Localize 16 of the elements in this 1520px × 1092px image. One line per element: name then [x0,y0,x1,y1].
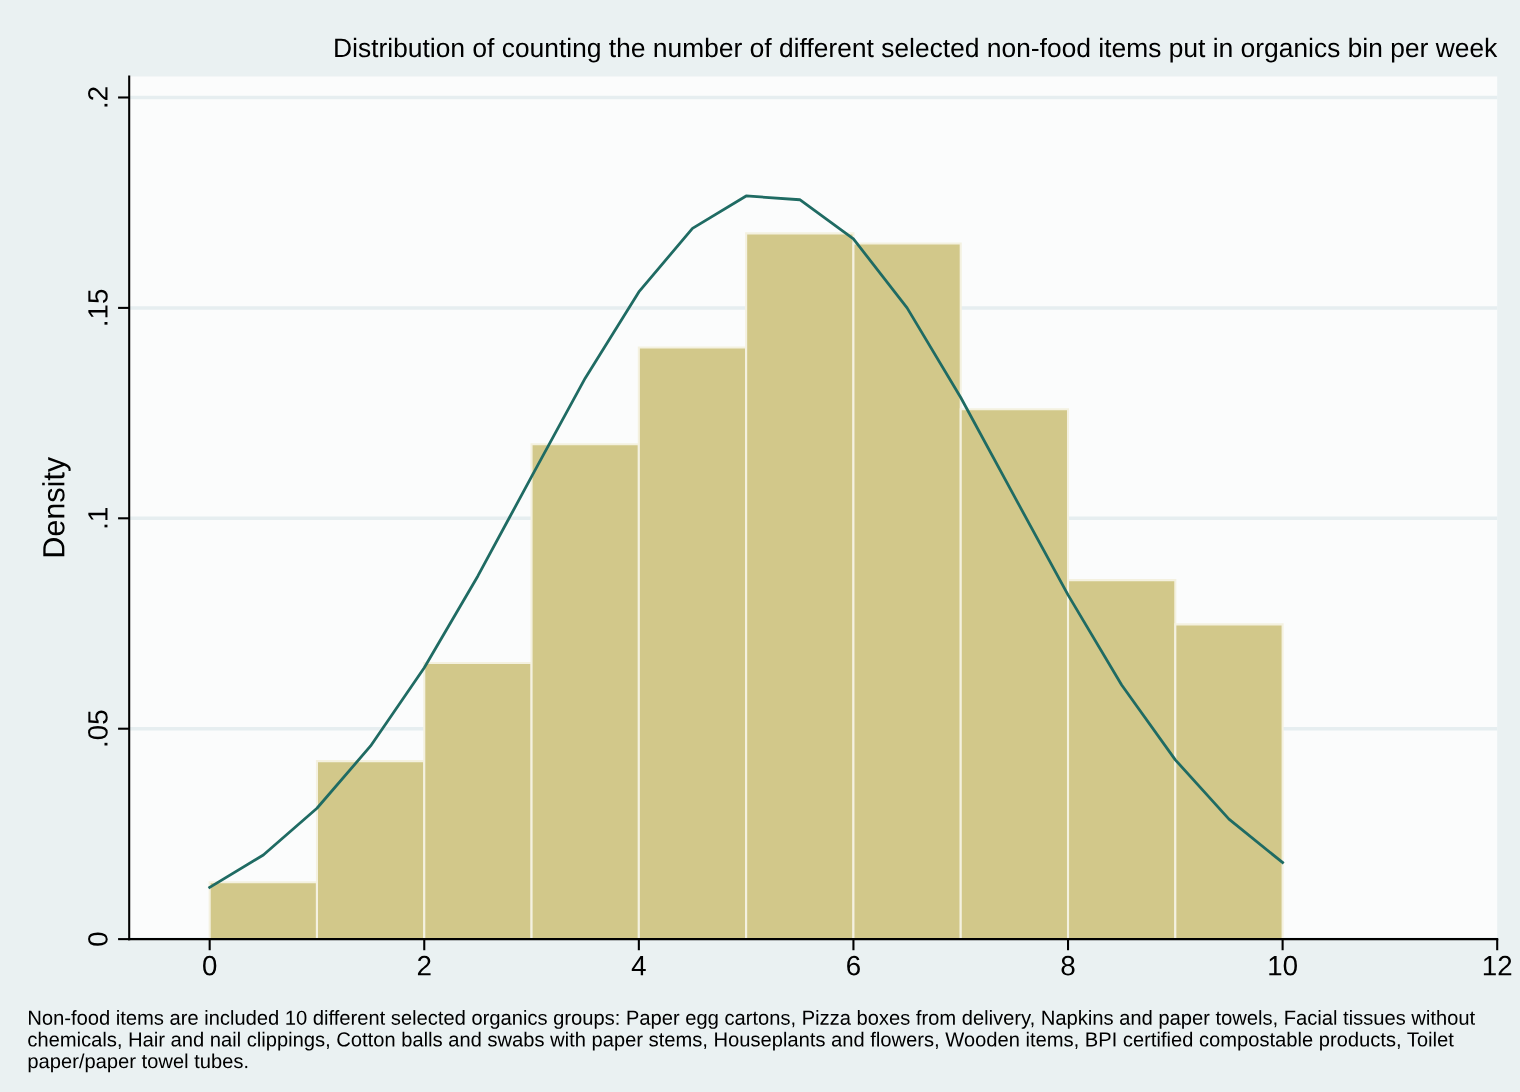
x-tick-label: 10 [1269,955,1297,976]
y-tick-label: .2 [88,87,108,107]
x-tick-label: 8 [1061,955,1075,976]
chart-title: Distribution of counting the number of different selected non-food items put in organics bin per week [335,37,1498,63]
x-tick-label: 2 [417,955,431,976]
y-tick-label: 0 [88,932,108,946]
x-tick-label: 12 [1483,955,1512,976]
x-tick-label: 6 [847,955,860,976]
y-tick-label: .15 [88,289,108,325]
x-tick-label: 4 [631,956,646,976]
y-axis-title: Density [42,456,71,557]
line-series [208,194,1284,889]
x-tick-label: 0 [203,955,217,976]
y-tick-label: .1 [88,508,108,528]
y-tick-label: .05 [88,710,108,746]
text: Non-food items are included 10 different selected organics groups: Paper egg cartons, Pizza boxes from delivery, Napkins and paper towels, Facial tissues without chemicals, Hair and nail clippings, Cotton balls and swabs with paper stems, Houseplants and flowers, Wooden items, BPI certified compostable products, Toilet paper/paper towel tubes. [28,1010,1476,1073]
